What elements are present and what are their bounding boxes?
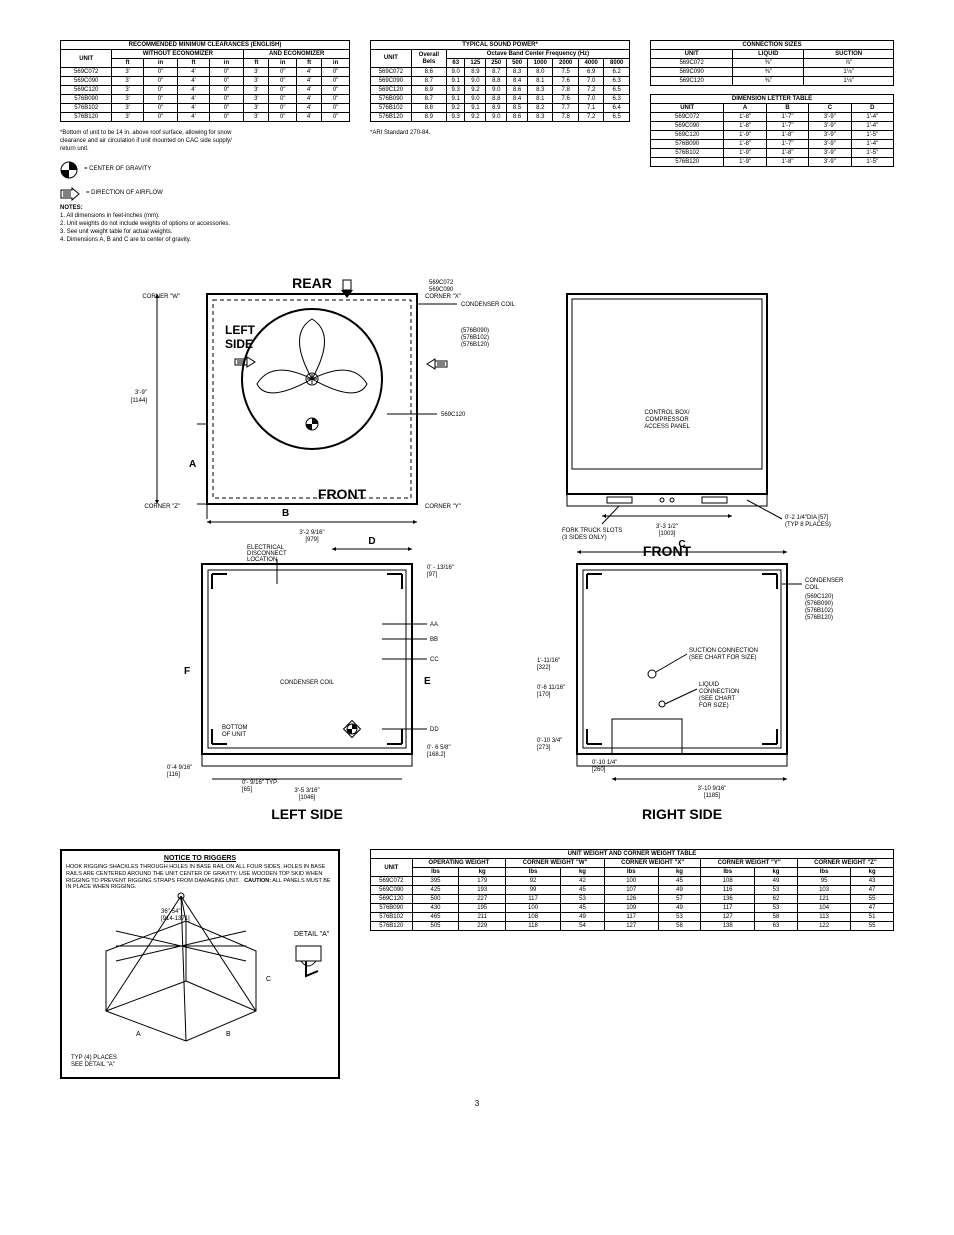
svg-text:3'-2 9/16": 3'-2 9/16" <box>299 530 324 536</box>
svg-text:CONDENSER COIL: CONDENSER COIL <box>280 680 335 686</box>
svg-text:[65]: [65] <box>242 787 252 793</box>
svg-text:SUCTION CONNECTION: SUCTION CONNECTION <box>689 648 758 654</box>
svg-text:CORNER "Y": CORNER "Y" <box>425 504 461 510</box>
svg-text:[1046]: [1046] <box>299 795 316 801</box>
svg-text:0'-6 11/16": 0'-6 11/16" <box>537 685 565 691</box>
svg-text:[914-1371]: [914-1371] <box>161 916 190 922</box>
svg-text:CONDENSER: CONDENSER <box>805 578 844 584</box>
svg-text:F: F <box>184 666 190 677</box>
svg-text:(TYP 8 PLACES): (TYP 8 PLACES) <box>785 522 831 528</box>
weight-table: UNIT WEIGHT AND CORNER WEIGHT TABLE UNIT… <box>370 849 894 931</box>
svg-text:LIQUID: LIQUID <box>699 682 720 688</box>
svg-text:0'-4 9/16": 0'-4 9/16" <box>167 765 192 771</box>
dim-table: DIMENSION LETTER TABLE UNITABCD 569C0721… <box>650 94 894 167</box>
rigger-notice: NOTICE TO RIGGERS HOOK RIGGING SHACKLES … <box>60 849 340 1078</box>
page-number: 3 <box>60 1099 894 1108</box>
svg-text:CC: CC <box>430 657 439 663</box>
svg-text:DETAIL "A": DETAIL "A" <box>294 931 330 938</box>
svg-text:C: C <box>266 976 271 983</box>
clearance-title-en: RECOMMENDED MINIMUM CLEARANCES (ENGLISH) <box>61 41 350 50</box>
svg-text:SEE DETAIL "A": SEE DETAIL "A" <box>71 1062 115 1068</box>
svg-text:FORK TRUCK SLOTS: FORK TRUCK SLOTS <box>562 528 622 534</box>
svg-text:3'-10 9/16": 3'-10 9/16" <box>698 786 727 792</box>
svg-text:(576B102): (576B102) <box>805 608 833 614</box>
svg-text:E: E <box>424 676 431 687</box>
legend-icons: = CENTER OF GRAVITY <box>60 161 350 179</box>
svg-text:SIDE: SIDE <box>225 337 253 351</box>
notes-block: NOTES: 1. All dimensions in feet-inches … <box>60 205 350 244</box>
svg-text:COMPRESSOR: COMPRESSOR <box>645 417 689 423</box>
svg-text:569C072: 569C072 <box>429 280 454 286</box>
svg-text:BB: BB <box>430 637 438 643</box>
svg-text:DD: DD <box>430 727 439 733</box>
cog-icon <box>60 161 78 179</box>
svg-text:0'-10 1/4": 0'-10 1/4" <box>592 760 617 766</box>
svg-text:(576B090): (576B090) <box>461 328 489 334</box>
svg-text:[116]: [116] <box>167 772 180 778</box>
svg-text:OF UNIT: OF UNIT <box>222 732 246 738</box>
sound-table: TYPICAL SOUND POWER* UNITOverallBelsOcta… <box>370 40 630 122</box>
airflow-icon <box>60 187 80 201</box>
svg-text:CONTROL BOX/: CONTROL BOX/ <box>644 410 689 416</box>
svg-text:0' - 13/16": 0' - 13/16" <box>427 565 454 571</box>
svg-text:TYP (4) PLACES: TYP (4) PLACES <box>71 1055 117 1061</box>
svg-text:3'-9": 3'-9" <box>135 390 147 396</box>
svg-text:3'-3 1/2": 3'-3 1/2" <box>656 524 678 530</box>
svg-text:CORNER "X": CORNER "X" <box>425 294 461 300</box>
clearance-table-en: RECOMMENDED MINIMUM CLEARANCES (ENGLISH)… <box>60 40 350 122</box>
svg-text:B: B <box>226 1031 231 1038</box>
svg-text:B: B <box>282 508 289 519</box>
conn-table: CONNECTION SIZES UNITLIQUIDSUCTION 569C0… <box>650 40 894 86</box>
svg-text:AA: AA <box>430 622 438 628</box>
svg-text:CONNECTION: CONNECTION <box>699 689 739 695</box>
svg-text:FRONT: FRONT <box>318 486 367 502</box>
dimensional-diagram: REAR LEFT SIDE FRONT CORNER "W" CORNER "… <box>60 264 894 834</box>
svg-text:LOCATION: LOCATION <box>247 557 277 563</box>
svg-text:D: D <box>368 536 375 547</box>
svg-text:[273]: [273] <box>537 745 551 751</box>
svg-text:(576B120): (576B120) <box>805 615 833 621</box>
svg-text:COIL: COIL <box>805 585 820 591</box>
svg-text:CORNER "Z": CORNER "Z" <box>144 504 180 510</box>
svg-text:A: A <box>189 459 196 470</box>
svg-text:(576B102): (576B102) <box>461 335 489 341</box>
svg-text:ACCESS PANEL: ACCESS PANEL <box>644 424 690 430</box>
svg-text:CORNER "W": CORNER "W" <box>142 294 180 300</box>
svg-text:(576B120): (576B120) <box>461 342 489 348</box>
svg-text:36"-54": 36"-54" <box>161 909 181 915</box>
svg-text:[1144]: [1144] <box>131 398 148 404</box>
svg-text:3'-5 3/16": 3'-5 3/16" <box>294 788 319 794</box>
svg-text:RIGHT SIDE: RIGHT SIDE <box>642 806 722 822</box>
svg-text:0'- 9/16" TYP: 0'- 9/16" TYP <box>242 780 277 786</box>
svg-text:[322]: [322] <box>537 665 551 671</box>
svg-text:[1003]: [1003] <box>659 531 676 537</box>
svg-text:(576B090): (576B090) <box>805 601 833 607</box>
svg-text:(SEE CHART FOR SIZE): (SEE CHART FOR SIZE) <box>689 655 756 661</box>
svg-text:LEFT SIDE: LEFT SIDE <box>271 806 343 822</box>
svg-text:[170]: [170] <box>537 692 551 698</box>
svg-text:[168.2]: [168.2] <box>427 752 446 758</box>
svg-text:LEFT: LEFT <box>225 323 256 337</box>
svg-text:[97]: [97] <box>427 572 437 578</box>
svg-text:A: A <box>136 1031 141 1038</box>
svg-text:[979]: [979] <box>305 537 319 543</box>
svg-text:CONDENSER COIL: CONDENSER COIL <box>461 302 516 308</box>
svg-text:REAR: REAR <box>292 275 332 291</box>
svg-text:569C090: 569C090 <box>429 287 454 293</box>
svg-text:1'-11/16": 1'-11/16" <box>537 658 560 664</box>
svg-text:(569C120): (569C120) <box>805 594 833 600</box>
svg-text:(SEE CHART: (SEE CHART <box>699 696 736 702</box>
clearance-note: *Bottom of unit to be 14 in. above roof … <box>60 130 350 153</box>
svg-text:0'-10 3/4": 0'-10 3/4" <box>537 738 562 744</box>
svg-text:BOTTOM: BOTTOM <box>222 725 248 731</box>
svg-text:0'-2 1/4"DIA [57]: 0'-2 1/4"DIA [57] <box>785 515 829 521</box>
svg-text:(3 SIDES ONLY): (3 SIDES ONLY) <box>562 535 607 541</box>
svg-text:569C120: 569C120 <box>441 412 466 418</box>
svg-text:[1185]: [1185] <box>704 793 721 799</box>
svg-text:C: C <box>678 539 685 550</box>
svg-text:0'- 6 5/8": 0'- 6 5/8" <box>427 745 451 751</box>
svg-text:[260]: [260] <box>592 767 606 773</box>
rigger-diagram: 36"-54"[914-1371] A B C DETAIL "A" TYP (4)… <box>66 891 336 1071</box>
svg-text:FOR SIZE): FOR SIZE) <box>699 703 729 709</box>
